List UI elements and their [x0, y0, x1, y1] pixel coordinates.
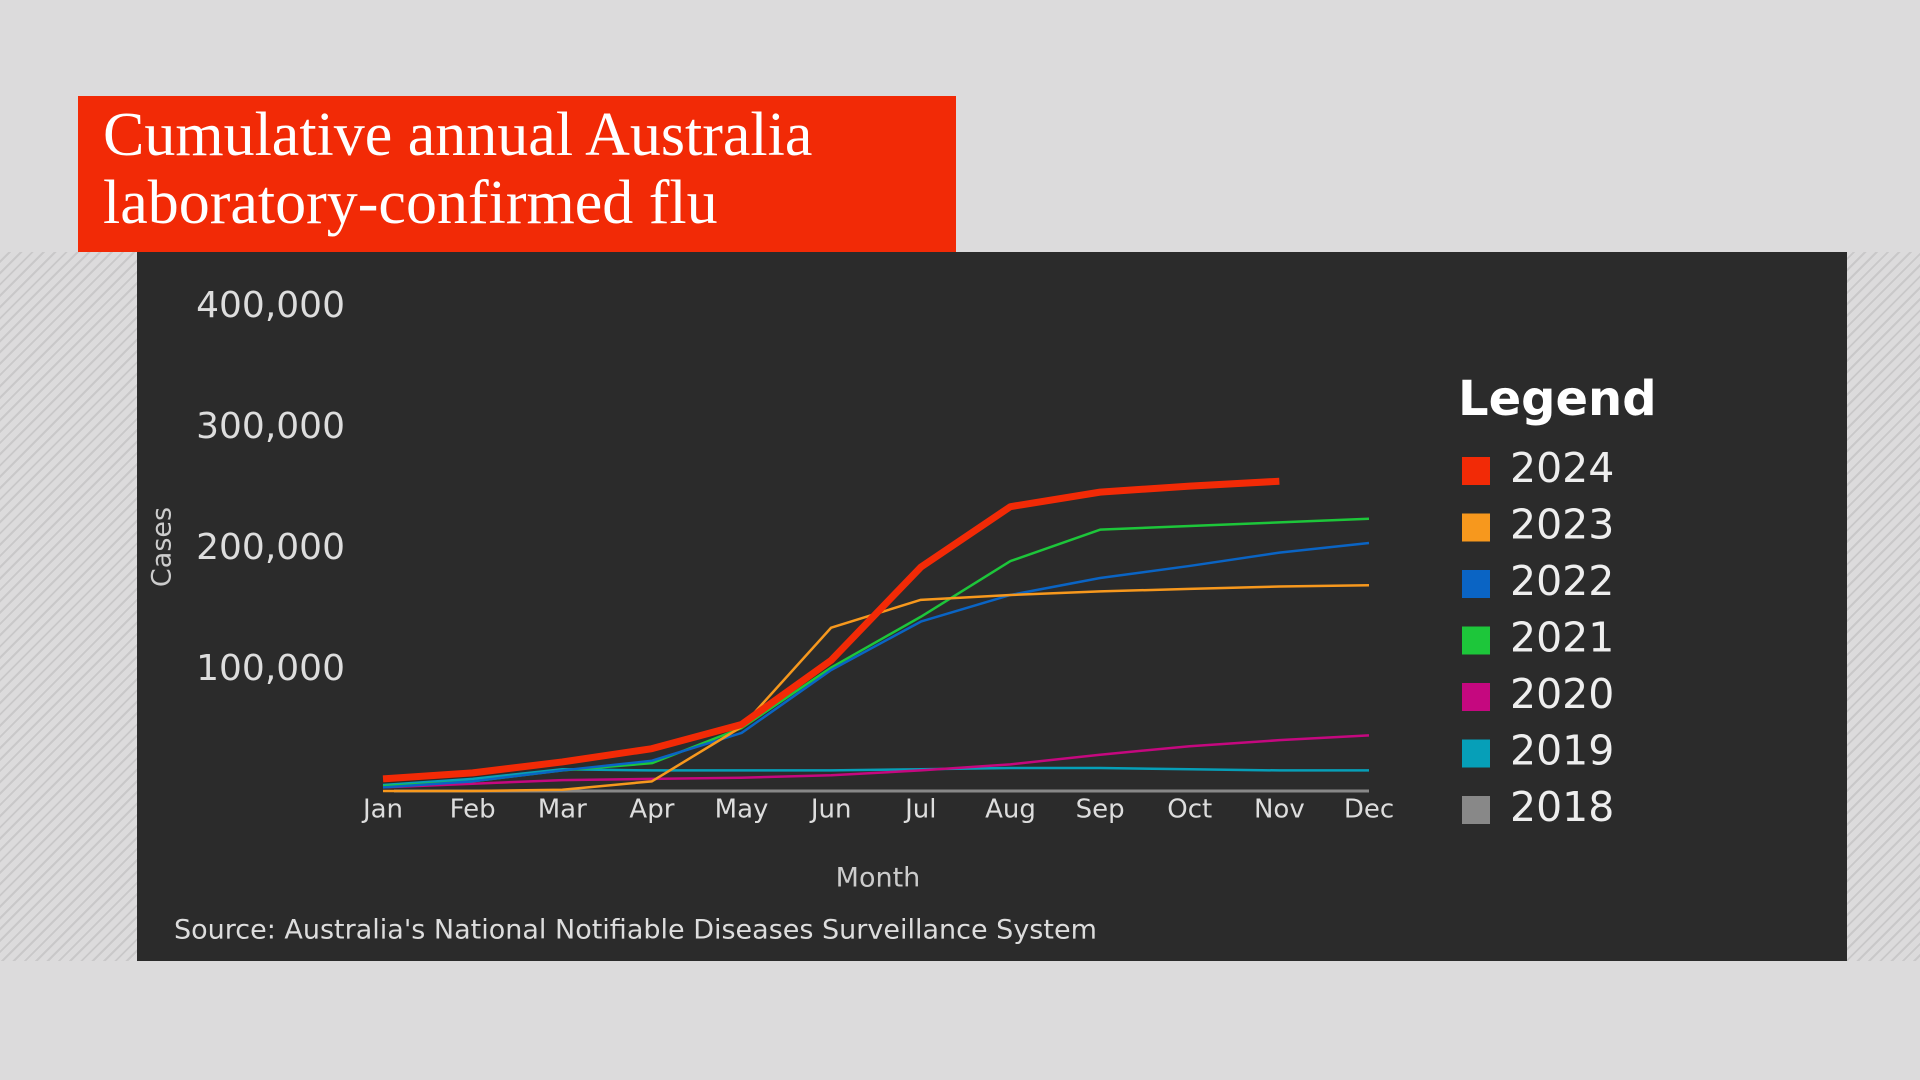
y-tick-label: 100,000 [196, 648, 345, 689]
x-tick-label: Jun [809, 795, 852, 825]
legend-label: 2018 [1510, 783, 1614, 831]
legend-label: 2022 [1510, 557, 1614, 605]
title-box [78, 96, 956, 252]
legend-swatch [1462, 796, 1490, 824]
x-tick-label: Jul [903, 795, 936, 825]
y-tick-label: 200,000 [196, 527, 345, 568]
legend-label: 2023 [1510, 501, 1614, 549]
legend-swatch [1462, 739, 1490, 768]
y-tick-label: 400,000 [196, 285, 345, 326]
y-tick-label: 300,000 [196, 406, 345, 447]
legend-swatch [1462, 570, 1490, 598]
panel [137, 252, 1847, 961]
legend-label: 2020 [1510, 670, 1614, 718]
x-tick-label: Aug [985, 795, 1036, 825]
line-series [382, 541, 1370, 789]
x-tick-label: Sep [1076, 795, 1125, 825]
line-series [382, 766, 1369, 787]
legend-label: 2019 [1510, 727, 1614, 775]
legend-swatch [1462, 683, 1490, 711]
legend-label: 2021 [1510, 614, 1614, 662]
x-tick-label: Oct [1167, 795, 1212, 825]
x-tick-label: Nov [1254, 795, 1305, 825]
chart-title: Cumulative annual Australia laboratory-co… [103, 101, 812, 237]
legend-swatch [1462, 626, 1490, 655]
line-series [382, 734, 1370, 789]
x-tick-label: Jan [361, 795, 403, 825]
legend-title: Legend [1458, 371, 1657, 427]
x-tick-label: Apr [629, 795, 674, 825]
x-tick-label: Feb [450, 795, 496, 825]
x-tick-label: May [715, 795, 769, 825]
x-axis-label: Month [836, 863, 921, 894]
y-axis-label: Cases [147, 507, 178, 587]
x-tick-label: Mar [538, 795, 587, 825]
legend-swatch [1462, 457, 1490, 485]
x-tick-label: Dec [1344, 795, 1394, 825]
line-series [382, 477, 1280, 783]
source: Source: Australia's National Notifiable … [174, 915, 1097, 946]
legend-swatch [1462, 513, 1490, 542]
legend-label: 2024 [1510, 444, 1614, 492]
